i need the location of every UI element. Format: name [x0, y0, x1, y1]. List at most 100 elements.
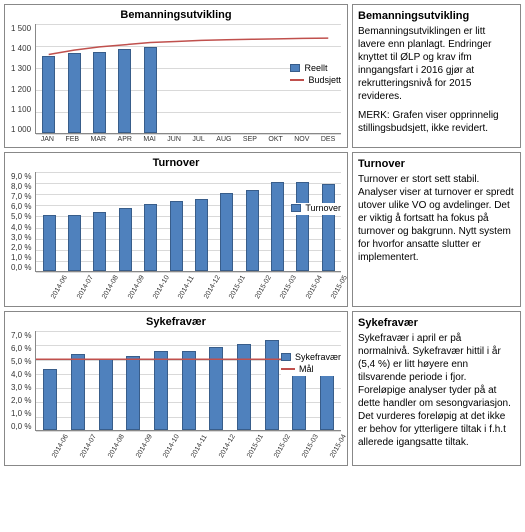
- x-tick: 2015-04: [305, 288, 334, 311]
- y-axis: 9,0 %8,0 %7,0 %6,0 %5,0 % 4,0 %3,0 %2,0 %…: [11, 172, 35, 272]
- y-tick: 2,0 %: [11, 396, 31, 405]
- x-tick: DES: [321, 136, 335, 143]
- x-tick: MAR: [91, 136, 107, 143]
- y-tick: 3,0 %: [11, 233, 31, 242]
- bar: [195, 199, 208, 271]
- row-sykefravaer: Sykefravær 7,0 %6,0 %5,0 %4,0 %3,0 %2,0 …: [4, 311, 521, 466]
- bar: [144, 204, 157, 271]
- text-sykefravaer: Sykefravær Sykefravær i april er på norm…: [352, 311, 521, 466]
- y-tick: 1 100: [11, 105, 31, 114]
- text-p1: Bemanningsutviklingen er litt lavere enn…: [358, 25, 515, 103]
- x-tick: 2015-01: [246, 447, 275, 470]
- x-tick: 2014-11: [177, 288, 206, 311]
- x-tick: MAI: [143, 136, 155, 143]
- bar: [209, 347, 223, 430]
- y-tick: 1 000: [11, 125, 31, 134]
- text-title: Bemanningsutvikling: [358, 9, 515, 23]
- x-tick: APR: [118, 136, 132, 143]
- y-axis: 7,0 %6,0 %5,0 %4,0 %3,0 %2,0 %1,0 %0,0 %: [11, 331, 35, 431]
- text-p1: Turnover er stort sett stabil. Analyser …: [358, 173, 515, 264]
- y-tick: 9,0 %: [11, 172, 31, 181]
- bar: [320, 370, 334, 430]
- bar: [93, 52, 106, 133]
- bar: [246, 190, 259, 271]
- y-tick: 8,0 %: [11, 182, 31, 191]
- y-tick: 6,0 %: [11, 202, 31, 211]
- y-axis: 1 500 1 400 1 300 1 200 1 100 1 000: [11, 24, 35, 134]
- legend-item: Mål: [281, 364, 341, 374]
- bar: [182, 351, 196, 430]
- bar: [43, 369, 57, 430]
- x-tick: 2015-03: [279, 288, 308, 311]
- y-tick: 1,0 %: [11, 409, 31, 418]
- text-p2: MERK: Grafen viser opprinnelig stillings…: [358, 109, 515, 135]
- bar: [296, 182, 309, 271]
- x-tick: 2014-08: [101, 288, 130, 311]
- y-tick: 4,0 %: [11, 370, 31, 379]
- x-tick: 2015-03: [301, 447, 330, 470]
- y-tick: 2,0 %: [11, 243, 31, 252]
- y-tick: 7,0 %: [11, 331, 31, 340]
- x-tick: 2014-12: [203, 288, 232, 311]
- bar: [43, 215, 56, 271]
- bar: [237, 344, 251, 430]
- x-axis: 2014-062014-072014-082014-092014-102014-…: [35, 433, 341, 461]
- bar: [170, 201, 183, 271]
- legend: ReelltBudsjett: [290, 63, 341, 87]
- chart-sykefravaer: Sykefravær 7,0 %6,0 %5,0 %4,0 %3,0 %2,0 …: [4, 311, 348, 466]
- x-tick: 2014-06: [50, 288, 79, 311]
- bar: [119, 208, 132, 271]
- row-bemanning: Bemanningsutvikling 1 500 1 400 1 300 1 200…: [4, 4, 521, 148]
- y-tick: 1 200: [11, 85, 31, 94]
- bar: [68, 215, 81, 271]
- bar: [220, 193, 233, 271]
- legend-item: Turnover: [291, 203, 341, 213]
- x-tick: 2015-01: [228, 288, 257, 311]
- plot-area: [35, 172, 341, 272]
- bar: [99, 359, 113, 430]
- y-tick: 6,0 %: [11, 344, 31, 353]
- y-tick: 1 300: [11, 64, 31, 73]
- y-tick: 4,0 %: [11, 223, 31, 232]
- bar: [271, 182, 284, 271]
- legend-item: Budsjett: [290, 75, 341, 85]
- x-axis: 2014-062014-072014-082014-092014-102014-…: [35, 274, 341, 302]
- bar: [154, 351, 168, 430]
- legend-item: Sykefravær: [281, 352, 341, 362]
- x-tick: AUG: [216, 136, 231, 143]
- x-tick: 2014-11: [190, 447, 219, 470]
- text-bemanning: Bemanningsutvikling Bemanningsutviklinge…: [352, 4, 521, 148]
- bar: [322, 184, 335, 271]
- bar: [42, 56, 55, 133]
- x-tick: FEB: [65, 136, 79, 143]
- x-axis: JANFEBMARAPRMAIJUNJULAUGSEPOKTNOVDES: [35, 136, 341, 143]
- y-tick: 5,0 %: [11, 212, 31, 221]
- chart-turnover: Turnover 9,0 %8,0 %7,0 %6,0 %5,0 % 4,0 %3…: [4, 152, 348, 307]
- x-tick: JUN: [167, 136, 181, 143]
- x-tick: 2014-07: [76, 288, 105, 311]
- y-tick: 0,0 %: [11, 263, 31, 272]
- legend: Sykefravær Mål: [281, 352, 341, 376]
- x-tick: 2015-02: [273, 447, 302, 470]
- bar: [126, 356, 140, 430]
- x-tick: 2014-10: [162, 447, 191, 470]
- chart-title: Bemanningsutvikling: [11, 9, 341, 21]
- chart-title: Sykefravær: [11, 316, 341, 328]
- y-tick: 0,0 %: [11, 422, 31, 431]
- x-tick: 2014-08: [107, 447, 136, 470]
- y-tick: 7,0 %: [11, 192, 31, 201]
- x-tick: 2014-12: [218, 447, 247, 470]
- bar: [93, 212, 106, 271]
- y-tick: 3,0 %: [11, 383, 31, 392]
- y-tick: 1 500: [11, 24, 31, 33]
- text-p1: Sykefravær i april er på normalnivå. Syk…: [358, 332, 515, 449]
- chart-bemanning: Bemanningsutvikling 1 500 1 400 1 300 1 200…: [4, 4, 348, 148]
- x-tick: 2014-10: [152, 288, 181, 311]
- text-title: Sykefravær: [358, 316, 515, 330]
- x-tick: JUL: [192, 136, 204, 143]
- bar: [71, 354, 85, 430]
- x-tick: 2015-02: [254, 288, 283, 311]
- legend: Turnover: [291, 203, 341, 215]
- x-tick: 2014-06: [51, 447, 80, 470]
- y-tick: 1 400: [11, 44, 31, 53]
